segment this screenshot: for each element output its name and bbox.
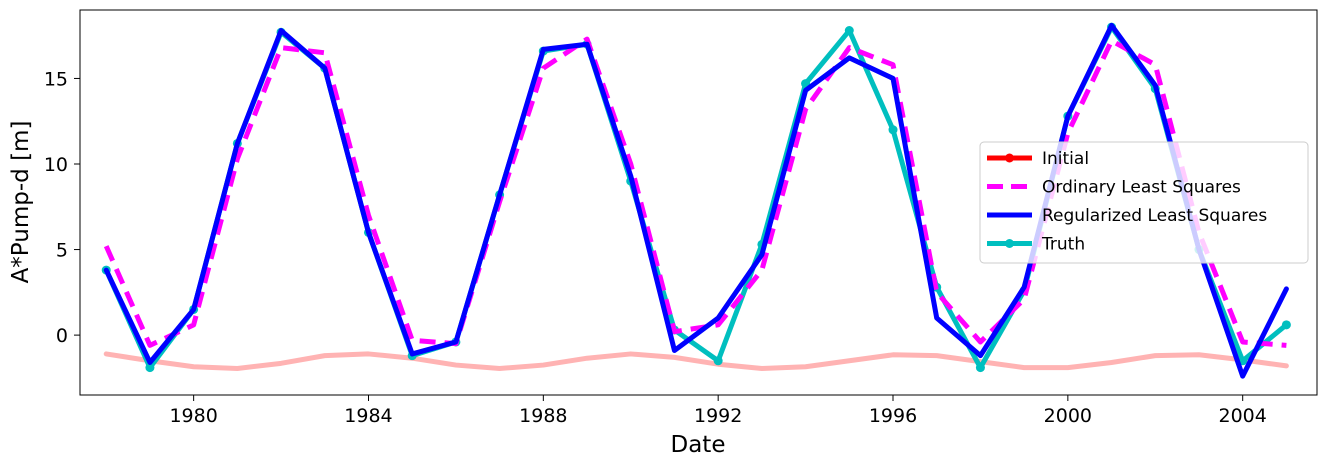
data-point bbox=[713, 356, 723, 366]
legend-marker bbox=[1005, 239, 1014, 248]
series-layer bbox=[101, 22, 1291, 379]
y-tick-label: 0 bbox=[56, 325, 68, 347]
legend-item-ordinary-least-squares: Ordinary Least Squares bbox=[987, 178, 1241, 198]
x-tick-label: 1984 bbox=[344, 405, 392, 427]
legend: Initial Ordinary Least Squares Regularized… bbox=[979, 141, 1309, 264]
series-line-regularized-least-squares bbox=[103, 22, 1289, 379]
series-regularized-least-squares bbox=[103, 22, 1289, 379]
x-tick-label: 1996 bbox=[869, 405, 917, 427]
data-point bbox=[145, 363, 155, 373]
x-tick-label: 1992 bbox=[694, 405, 742, 427]
y-axis: 0 5 10 15 bbox=[44, 68, 80, 347]
y-axis-title: A*Pump-d [m] bbox=[8, 121, 34, 284]
legend-label: Truth bbox=[1041, 235, 1085, 255]
legend-label: Regularized Least Squares bbox=[1042, 206, 1267, 226]
legend-label: Ordinary Least Squares bbox=[1042, 178, 1241, 198]
data-point bbox=[975, 363, 985, 373]
legend-box bbox=[979, 141, 1309, 264]
legend-marker bbox=[1005, 153, 1014, 163]
x-axis-title: Date bbox=[671, 432, 726, 458]
plot-frame bbox=[79, 9, 1318, 396]
legend-label: Initial bbox=[1042, 149, 1089, 169]
x-tick-label: 1980 bbox=[169, 405, 217, 427]
data-point bbox=[844, 26, 854, 36]
legend-item-regularized-least-squares: Regularized Least Squares bbox=[987, 206, 1267, 226]
series-line-initial bbox=[103, 351, 1289, 371]
x-axis: 1980 1984 1988 1992 1996 2000 2004 bbox=[169, 395, 1267, 427]
series-line-ordinary-least-squares bbox=[103, 36, 1287, 348]
y-tick-label: 5 bbox=[56, 240, 68, 262]
legend-item-initial: Initial bbox=[987, 149, 1089, 169]
series-ordinary-least-squares bbox=[103, 36, 1287, 348]
x-tick-label: 2004 bbox=[1219, 405, 1267, 427]
data-point bbox=[1281, 320, 1291, 330]
y-tick-label: 10 bbox=[44, 154, 68, 176]
data-point bbox=[888, 125, 898, 135]
x-tick-label: 1988 bbox=[519, 405, 567, 427]
x-tick-label: 2000 bbox=[1044, 405, 1092, 427]
series-initial bbox=[103, 351, 1289, 371]
legend-item-truth: Truth bbox=[987, 235, 1085, 255]
y-tick-label: 15 bbox=[44, 68, 68, 90]
